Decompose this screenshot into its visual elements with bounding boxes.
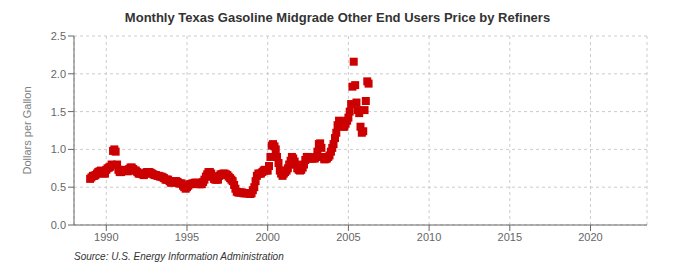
svg-text:2.5: 2.5 (51, 30, 66, 42)
html-text:Source: U.S. Energy Informatio: Source: U.S. Energy Information Administ… (74, 251, 284, 262)
svg-text:0.5: 0.5 (51, 181, 66, 193)
html-text:Monthly Texas Gasoline Midgrad: Monthly Texas Gasoline Midgrade Other En… (124, 10, 551, 25)
svg-text:2010: 2010 (417, 231, 441, 243)
svg-text:1.0: 1.0 (51, 143, 66, 155)
svg-text:0.0: 0.0 (51, 219, 66, 231)
svg-text:2000: 2000 (255, 231, 279, 243)
svg-text:2005: 2005 (336, 231, 360, 243)
svg-text:1.5: 1.5 (51, 106, 66, 118)
svg-text:2.0: 2.0 (51, 68, 66, 80)
svg-text:Dollars per Gallon: Dollars per Gallon (21, 86, 33, 174)
svg-text:2020: 2020 (578, 231, 602, 243)
svg-text:2015: 2015 (498, 231, 522, 243)
svg-text:1995: 1995 (175, 231, 199, 243)
svg-text:1990: 1990 (94, 231, 118, 243)
